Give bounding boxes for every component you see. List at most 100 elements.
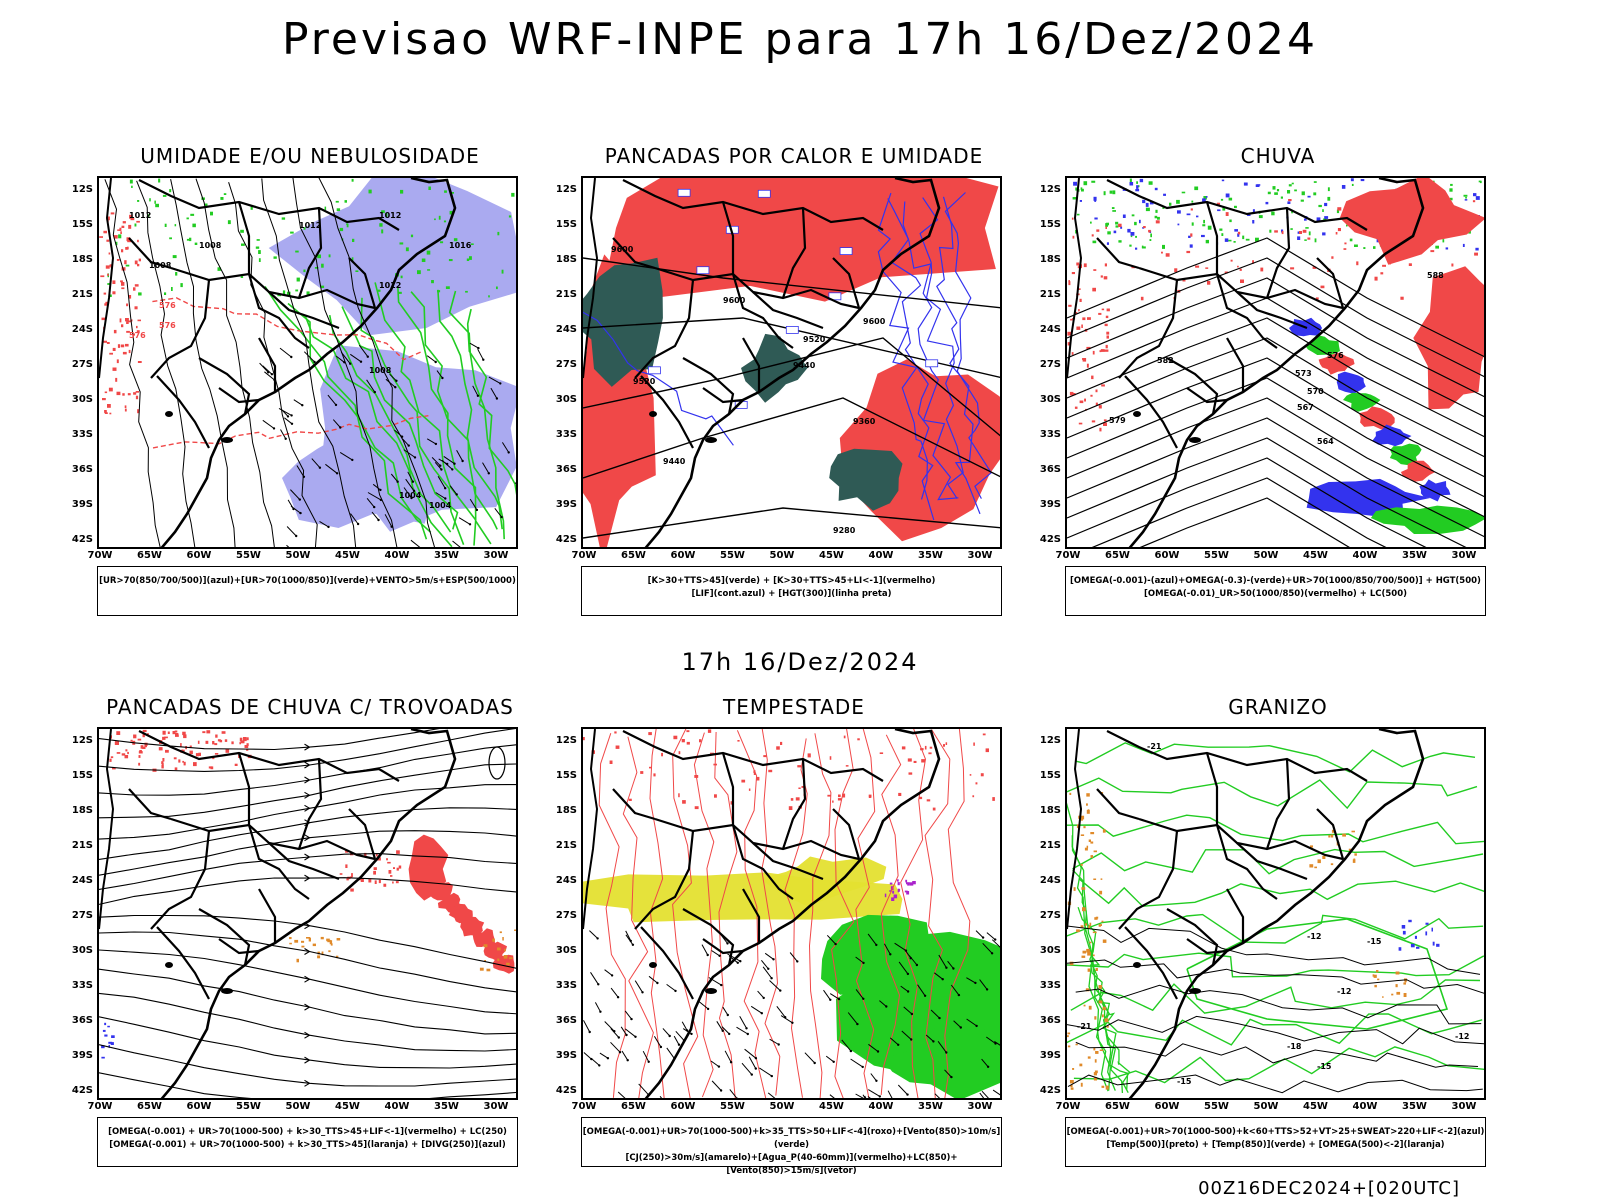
red-dot <box>119 227 122 231</box>
legend-box: [OMEGA(-0.001)-(azul)+OMEGA(-0.3)-(verde… <box>1065 566 1486 616</box>
humidity-low-dot <box>149 198 151 202</box>
omega500-orange-dot <box>1090 832 1095 835</box>
lif-marker <box>828 292 842 301</box>
omega500-orange-dot <box>1082 907 1086 912</box>
storm-red-dot <box>125 749 128 752</box>
red-dot <box>107 273 109 276</box>
wind-vector <box>721 1026 730 1035</box>
lif-marker <box>677 188 691 197</box>
wind-arrowhead <box>906 1093 909 1096</box>
precip-water-contour <box>831 729 855 1098</box>
wind-vector <box>864 1095 867 1098</box>
wind-vector <box>449 485 458 495</box>
omega-green-dot <box>1294 189 1297 192</box>
streamline-arrow <box>304 804 311 812</box>
omega500-orange-dot <box>1403 982 1406 985</box>
precip-water-dot <box>921 759 925 763</box>
storm-orange-dot <box>506 962 510 966</box>
humidity-low-dot <box>469 256 472 260</box>
wind-vector <box>405 478 415 492</box>
lon-tick-label: 40W <box>384 1101 410 1112</box>
omega500-orange-dot <box>1083 826 1086 829</box>
humidity-low-dot <box>511 192 515 197</box>
precip-water-dot <box>798 787 801 789</box>
contour-label: 1008 <box>199 241 222 250</box>
omega-green-dot <box>1075 187 1078 191</box>
humidity-low-dot <box>317 254 321 259</box>
lake <box>705 988 717 994</box>
wind-arrowhead <box>674 989 677 993</box>
geography-layer <box>1067 729 1425 1098</box>
wind-arrowhead <box>974 981 977 985</box>
storm-orange-dot <box>486 968 491 972</box>
hail-blue-dot <box>1416 946 1420 949</box>
streamline-arrow <box>304 1003 311 1011</box>
omega-blue-dot <box>1256 184 1261 186</box>
wind-vector <box>472 385 479 397</box>
rain-band <box>1318 352 1355 375</box>
coastline <box>160 729 457 1098</box>
omega-red-dot <box>1104 263 1107 267</box>
omega-red-dot <box>1095 389 1098 393</box>
map-frame <box>581 727 1002 1100</box>
wind-vector <box>303 351 315 363</box>
storm-red-dot <box>243 737 247 741</box>
red-dot <box>103 292 107 295</box>
omega-green-dot <box>1111 207 1115 209</box>
omega500-orange-dot <box>1106 1025 1109 1028</box>
precip-water-dot <box>973 742 975 746</box>
humidity-low-dot <box>220 197 224 200</box>
precip-water-dot <box>843 735 846 739</box>
omega-red-dot <box>1068 280 1070 282</box>
wind-vector <box>262 365 273 375</box>
omega500-orange-dot <box>1067 1035 1069 1038</box>
wind-vector <box>757 990 765 999</box>
red-dot <box>126 321 129 324</box>
storm-orange-dot <box>330 943 333 946</box>
wind-arrowhead <box>762 996 765 1000</box>
omega-red-dot <box>1174 268 1178 273</box>
lon-tick-label: 65W <box>621 550 646 561</box>
omega-blue-dot <box>1445 247 1449 250</box>
storm-orange-dot <box>308 937 311 942</box>
severe-purple-dot <box>896 879 899 882</box>
lon-tick-label: 50W <box>285 550 311 561</box>
lat-tick-label: 33S <box>71 980 93 991</box>
omega-green-dot <box>1090 221 1092 224</box>
humidity-low-dot <box>255 246 260 249</box>
hgt500-contour <box>1067 457 1427 547</box>
wind-vector <box>590 972 599 985</box>
lon-tick-label: 70W <box>571 1101 597 1112</box>
wind-arrowhead <box>784 1016 787 1019</box>
omega-green-dot <box>1449 188 1453 192</box>
red-dot <box>137 239 139 243</box>
humidity-low-dot <box>169 189 172 193</box>
wind-vector <box>879 1000 887 1007</box>
precip-water-contour <box>622 736 654 1098</box>
omega500-orange-dot <box>1086 948 1090 953</box>
omega500-orange-dot <box>1069 1080 1074 1084</box>
hail-blue-dot <box>1401 925 1406 929</box>
country-border <box>1096 237 1140 270</box>
lon-tick-label: 65W <box>621 1101 646 1112</box>
pressure-isobar <box>318 178 436 547</box>
precip-water-dot <box>748 788 751 791</box>
omega-red-dot <box>1344 242 1347 245</box>
red-dot <box>112 291 116 295</box>
wind-arrowhead <box>923 994 927 997</box>
wind-arrowhead <box>618 1051 622 1054</box>
omega500-orange-dot <box>1080 925 1084 928</box>
omega-blue-dot <box>1297 236 1301 240</box>
country-border <box>237 752 251 825</box>
humidity-low-dot <box>453 238 458 242</box>
humidity-low-dot <box>162 194 167 197</box>
red-dot <box>137 409 140 414</box>
omega-blue-dot <box>1189 244 1193 248</box>
contour-label: 576 <box>1327 351 1344 360</box>
wind-arrowhead <box>668 1034 671 1038</box>
wind-vector <box>829 993 840 1000</box>
wind-arrowhead <box>444 497 447 500</box>
wind-arrowhead <box>739 960 742 963</box>
wind-vector <box>841 1039 852 1052</box>
wind-vector <box>280 408 289 417</box>
